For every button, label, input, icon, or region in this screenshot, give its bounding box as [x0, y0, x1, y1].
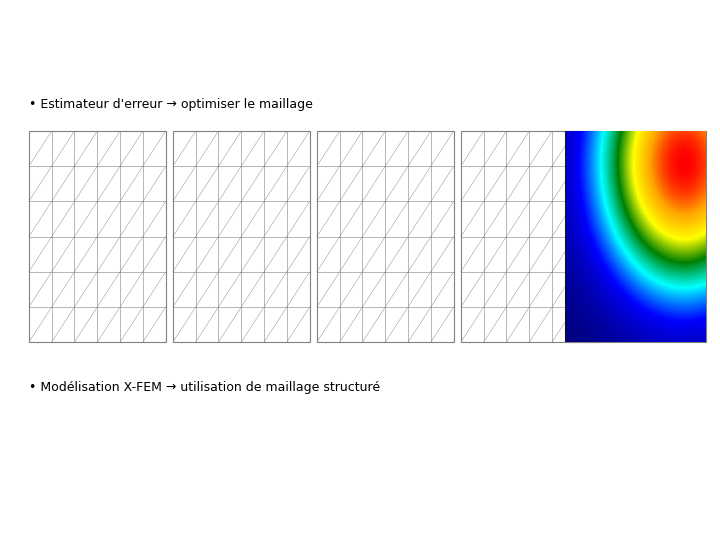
FancyBboxPatch shape [173, 131, 310, 342]
Text: 43: 43 [686, 515, 702, 525]
Text: Etude de deux
estimateurs d'erreur
pour la méthode
X-FEM: Etude de deux estimateurs d'erreur pour … [24, 0, 102, 45]
Text: I) Généralités sur les estimateurs
II) Deux estimateurs d'erreurs
III) Maillage : I) Généralités sur les estimateurs II) D… [133, 1, 261, 45]
Text: Maillage adaptatif: Maillage adaptatif [441, 16, 611, 34]
Text: • Modélisation X-FEM → utilisation de maillage structuré: • Modélisation X-FEM → utilisation de ma… [29, 381, 380, 394]
FancyBboxPatch shape [461, 131, 598, 342]
FancyBboxPatch shape [565, 131, 706, 342]
FancyBboxPatch shape [29, 131, 166, 342]
Text: Raphaël ALLAIS: Raphaël ALLAIS [610, 515, 686, 525]
FancyBboxPatch shape [317, 131, 454, 342]
Text: G+M: G+M [14, 515, 40, 525]
Text: Vendredi 9 novembre 2012: Vendredi 9 novembre 2012 [294, 515, 426, 525]
Text: G·M: G·M [60, 515, 84, 525]
Text: • Estimateur d'erreur → optimiser le maillage: • Estimateur d'erreur → optimiser le mai… [29, 98, 312, 111]
